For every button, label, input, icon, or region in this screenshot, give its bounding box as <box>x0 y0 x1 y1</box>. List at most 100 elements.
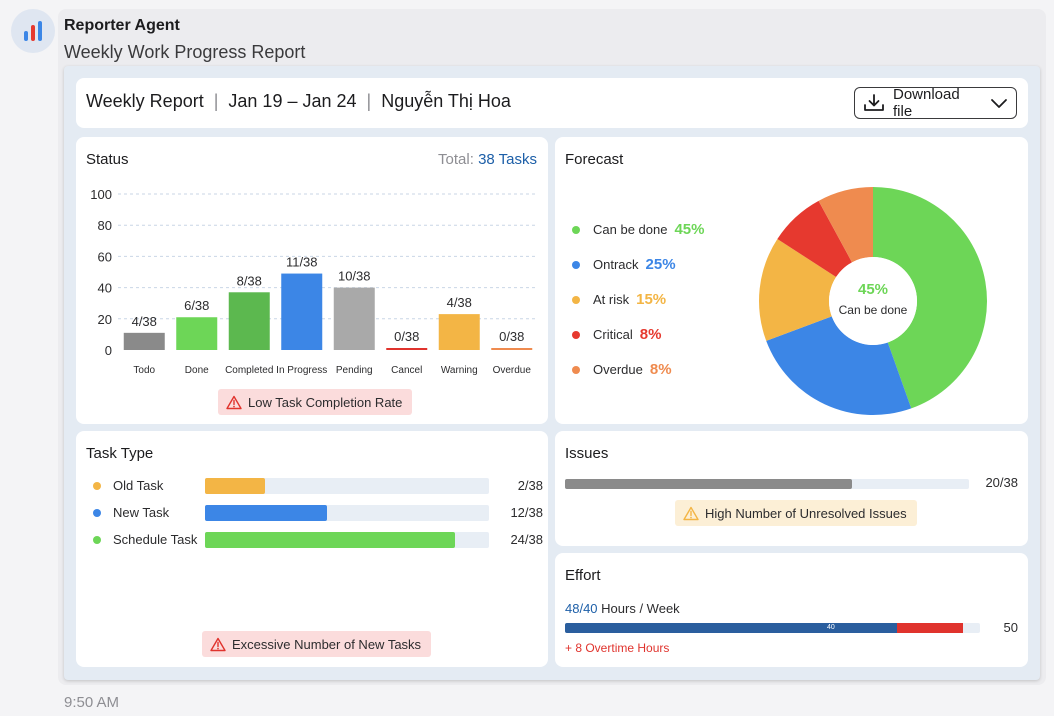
task-type-value: 24/38 <box>510 532 543 547</box>
effort-overtime-text: + 8 Overtime Hours <box>565 641 670 655</box>
task-type-bar <box>205 532 489 548</box>
effort-title: Effort <box>565 567 601 584</box>
issues-value: 20/38 <box>985 475 1018 490</box>
effort-hours-line: 48/40 Hours / Week <box>565 601 680 616</box>
forecast-title: Forecast <box>565 151 624 168</box>
bar-data-label: 4/38 <box>447 295 472 310</box>
bar-completed <box>228 292 270 350</box>
y-tick-label: 80 <box>98 218 112 233</box>
donut-slice-can-be-done <box>873 187 987 409</box>
legend-label: Critical <box>593 327 633 342</box>
status-total: Total: 38 Tasks <box>438 151 537 168</box>
status-total-value: 38 Tasks <box>478 151 537 168</box>
download-file-button[interactable]: Download file <box>854 86 1017 120</box>
issues-card: Issues 20/38 High Number of Unresolved I… <box>555 431 1028 546</box>
legend-percent: 45% <box>674 221 705 238</box>
y-tick-label: 60 <box>98 249 112 264</box>
effort-card: Effort 48/40 Hours / Week 40 50 + 8 Over… <box>555 553 1028 667</box>
task-type-row: New Task 12/38 <box>93 504 543 522</box>
x-tick-label: Todo <box>133 365 155 376</box>
task-type-row: Schedule Task 24/38 <box>93 531 543 549</box>
report-header: Weekly Report | Jan 19 – Jan 24 | Nguyễn Thị… <box>76 78 1028 128</box>
task-type-row: Old Task 2/38 <box>93 477 543 495</box>
x-tick-label: Completed <box>225 365 273 376</box>
download-file-label: Download file <box>893 86 960 120</box>
legend-percent: 15% <box>636 291 667 308</box>
x-tick-label: In Progress <box>276 365 327 376</box>
message-bubble: Reporter Agent Weekly Work Progress Repo… <box>58 9 1046 685</box>
donut-center-label: 45% Can be done <box>829 281 917 317</box>
warning-icon <box>683 506 699 520</box>
donut-slice-ontrack <box>766 316 912 415</box>
bar-overdue <box>491 348 533 350</box>
effort-progress-bar: 40 <box>565 623 980 633</box>
bar-data-label: 4/38 <box>132 314 157 329</box>
report-person: Nguyễn Thị Hoa <box>381 91 511 111</box>
task-type-dot <box>93 482 101 490</box>
effort-regular-fill <box>565 623 897 633</box>
donut-slice-overdue <box>818 187 873 263</box>
x-tick-label: Done <box>185 365 209 376</box>
message-text: Weekly Work Progress Report <box>64 42 306 62</box>
y-tick-label: 40 <box>98 281 112 296</box>
forecast-legend-item: At risk 15% <box>572 291 666 308</box>
task-type-value: 2/38 <box>517 478 543 493</box>
x-tick-label: Overdue <box>493 365 532 376</box>
legend-label: Can be done <box>593 222 668 237</box>
donut-center-text: Can be done <box>838 303 908 317</box>
legend-dot <box>572 330 580 339</box>
forecast-legend-item: Ontrack 25% <box>572 256 676 273</box>
task-type-dot <box>93 509 101 517</box>
x-tick-label: Cancel <box>391 365 422 376</box>
task-type-bar-fill <box>205 505 328 521</box>
download-icon <box>864 94 884 111</box>
issues-progress-bar <box>565 479 969 489</box>
bar-todo <box>123 332 165 350</box>
warning-icon <box>210 637 226 651</box>
legend-dot <box>572 365 580 374</box>
status-card: Status Total: 38 Tasks 0 20 40 60 80 100 4/38 T… <box>76 137 548 424</box>
bar-data-label: 11/38 <box>286 255 318 270</box>
task-type-label: Schedule Task <box>113 532 198 547</box>
legend-dot <box>572 295 580 304</box>
task-type-title: Task Type <box>86 445 154 462</box>
new-tasks-warning-text: Excessive Number of New Tasks <box>232 636 422 652</box>
task-type-label: Old Task <box>113 478 164 493</box>
report-panel: Weekly Report | Jan 19 – Jan 24 | Nguyễn Thị… <box>64 66 1040 680</box>
report-title: Weekly Report <box>86 91 204 111</box>
bar-data-label: 8/38 <box>237 273 262 288</box>
bar-in-progress <box>281 273 323 350</box>
legend-label: Ontrack <box>593 257 639 272</box>
legend-label: Overdue <box>593 362 643 377</box>
y-tick-label: 100 <box>90 187 112 202</box>
low-completion-warning-badge: Low Task Completion Rate <box>218 389 413 415</box>
task-type-bar <box>205 478 489 494</box>
bar-cancel <box>386 348 428 350</box>
bar-data-label: 0/38 <box>499 329 524 344</box>
issues-progress-fill <box>565 479 852 489</box>
task-type-label: New Task <box>113 505 170 520</box>
forecast-legend-item: Critical 8% <box>572 326 661 343</box>
task-type-bar-fill <box>205 478 265 494</box>
status-bar-chart: 0 20 40 60 80 100 4/38 Todo 6/38 Done 8/38 Complete… <box>90 187 538 376</box>
legend-percent: 25% <box>645 256 676 273</box>
bar-done <box>176 317 218 350</box>
bar-data-label: 10/38 <box>338 269 371 284</box>
chevron-down-icon <box>991 99 1007 108</box>
task-type-bar <box>205 505 489 521</box>
unresolved-issues-warning-badge: High Number of Unresolved Issues <box>675 500 917 526</box>
task-type-card: Task Type Old Task 2/38 New Task 12/38 Sched… <box>76 431 548 667</box>
new-tasks-warning-badge: Excessive Number of New Tasks <box>202 631 432 657</box>
task-type-dot <box>93 536 101 544</box>
bar-data-label: 6/38 <box>184 298 209 313</box>
report-header-text: Weekly Report | Jan 19 – Jan 24 | Nguyễn Thị… <box>86 91 511 111</box>
forecast-donut-chart <box>759 187 987 415</box>
legend-dot <box>572 225 580 234</box>
donut-center-pct: 45% <box>857 281 889 298</box>
agent-name: Reporter Agent <box>64 17 180 34</box>
issues-title: Issues <box>565 445 609 462</box>
x-tick-label: Warning <box>441 365 478 376</box>
forecast-card: Forecast Can be done 45% Ontrack 25% At risk… <box>555 137 1028 424</box>
bar-warning <box>438 314 480 350</box>
effort-max-value: 50 <box>1003 620 1018 635</box>
